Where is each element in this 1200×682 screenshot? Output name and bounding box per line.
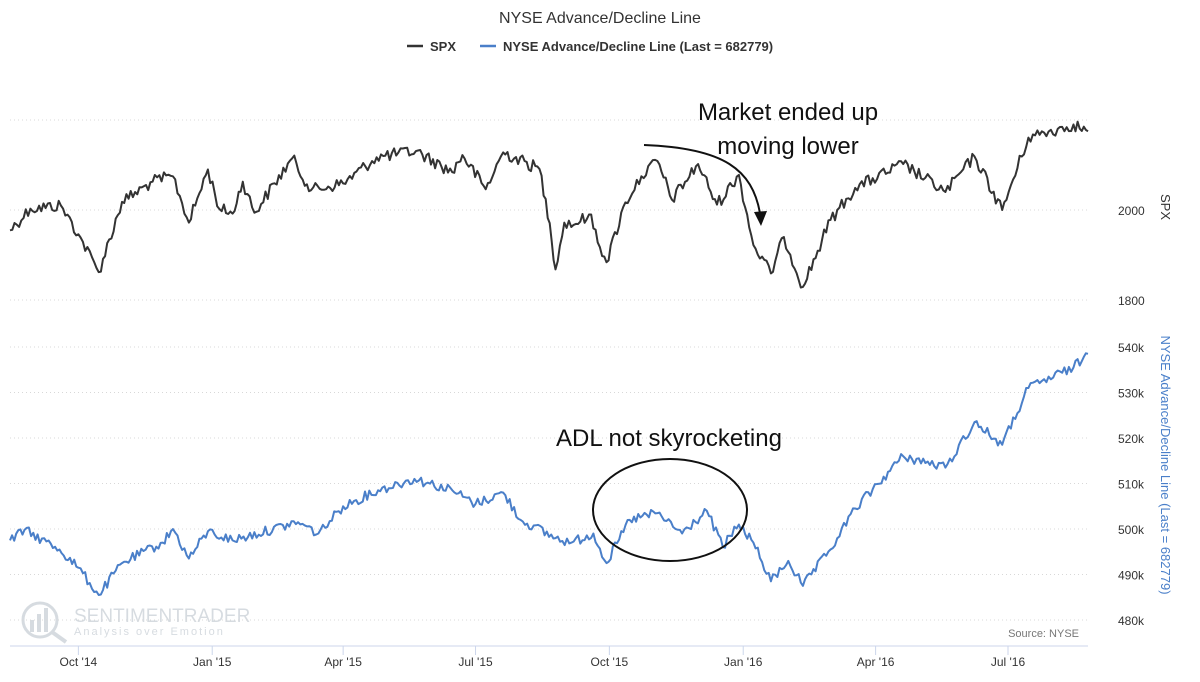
source-note: Source: NYSE xyxy=(1008,628,1079,640)
y-tick-label: 1800 xyxy=(1118,294,1145,308)
legend-adl-label[interactable]: NYSE Advance/Decline Line (Last = 682779… xyxy=(503,39,773,54)
arrow-head xyxy=(754,211,767,226)
market-annotation-line1: Market ended up xyxy=(698,99,878,126)
y-tick-label: 480k xyxy=(1118,614,1145,628)
y-tick-label: 500k xyxy=(1118,523,1145,537)
watermark-brand: SENTIMENTRADER xyxy=(74,606,250,627)
chart-title: NYSE Advance/Decline Line xyxy=(499,10,701,27)
market-annotation: Market ended up moving lower xyxy=(643,99,878,226)
y-tick-label: 2000 xyxy=(1118,204,1145,218)
y-tick-label: 540k xyxy=(1118,341,1145,355)
series xyxy=(9,120,1089,596)
x-tick-label: Jan '15 xyxy=(193,655,232,669)
y-tick-label: 490k xyxy=(1118,569,1145,583)
x-tick-label: Jul '16 xyxy=(991,655,1026,669)
y-tick-label: 510k xyxy=(1118,478,1145,492)
watermark-magnifier-handle xyxy=(50,630,68,644)
curved-arrow xyxy=(643,144,761,214)
adl-axis-title: NYSE Advance/Decline Line (Last = 682779… xyxy=(1158,335,1173,594)
grid xyxy=(10,119,1088,621)
x-tick-label: Oct '15 xyxy=(591,655,629,669)
axes: 1800 2000 480k 490k 500k 510k 520k 530k 540k Oct … xyxy=(10,204,1145,669)
spx-axis-title: SPX xyxy=(1158,194,1173,220)
adl-annotation-text: ADL not skyrocketing xyxy=(556,425,782,452)
y-tick-label: 520k xyxy=(1118,432,1145,446)
spx-line xyxy=(9,120,1089,289)
market-annotation-line2: moving lower xyxy=(717,133,858,160)
adl-highlight-ellipse xyxy=(592,458,748,562)
adl-annotation: ADL not skyrocketing xyxy=(556,425,782,562)
x-tick-label: Apr '15 xyxy=(324,655,362,669)
x-tick-label: Jan '16 xyxy=(724,655,763,669)
watermark-tagline: Analysis over Emotion xyxy=(74,626,225,638)
adl-line xyxy=(9,352,1089,596)
x-tick-label: Jul '15 xyxy=(458,655,493,669)
x-tick-label: Oct '14 xyxy=(60,655,98,669)
y-tick-label: 530k xyxy=(1118,387,1145,401)
legend-spx-label[interactable]: SPX xyxy=(430,39,456,54)
watermark: SENTIMENTRADER Analysis over Emotion xyxy=(21,601,250,644)
legend: SPX NYSE Advance/Decline Line (Last = 68… xyxy=(407,39,773,54)
x-tick-label: Apr '16 xyxy=(857,655,895,669)
